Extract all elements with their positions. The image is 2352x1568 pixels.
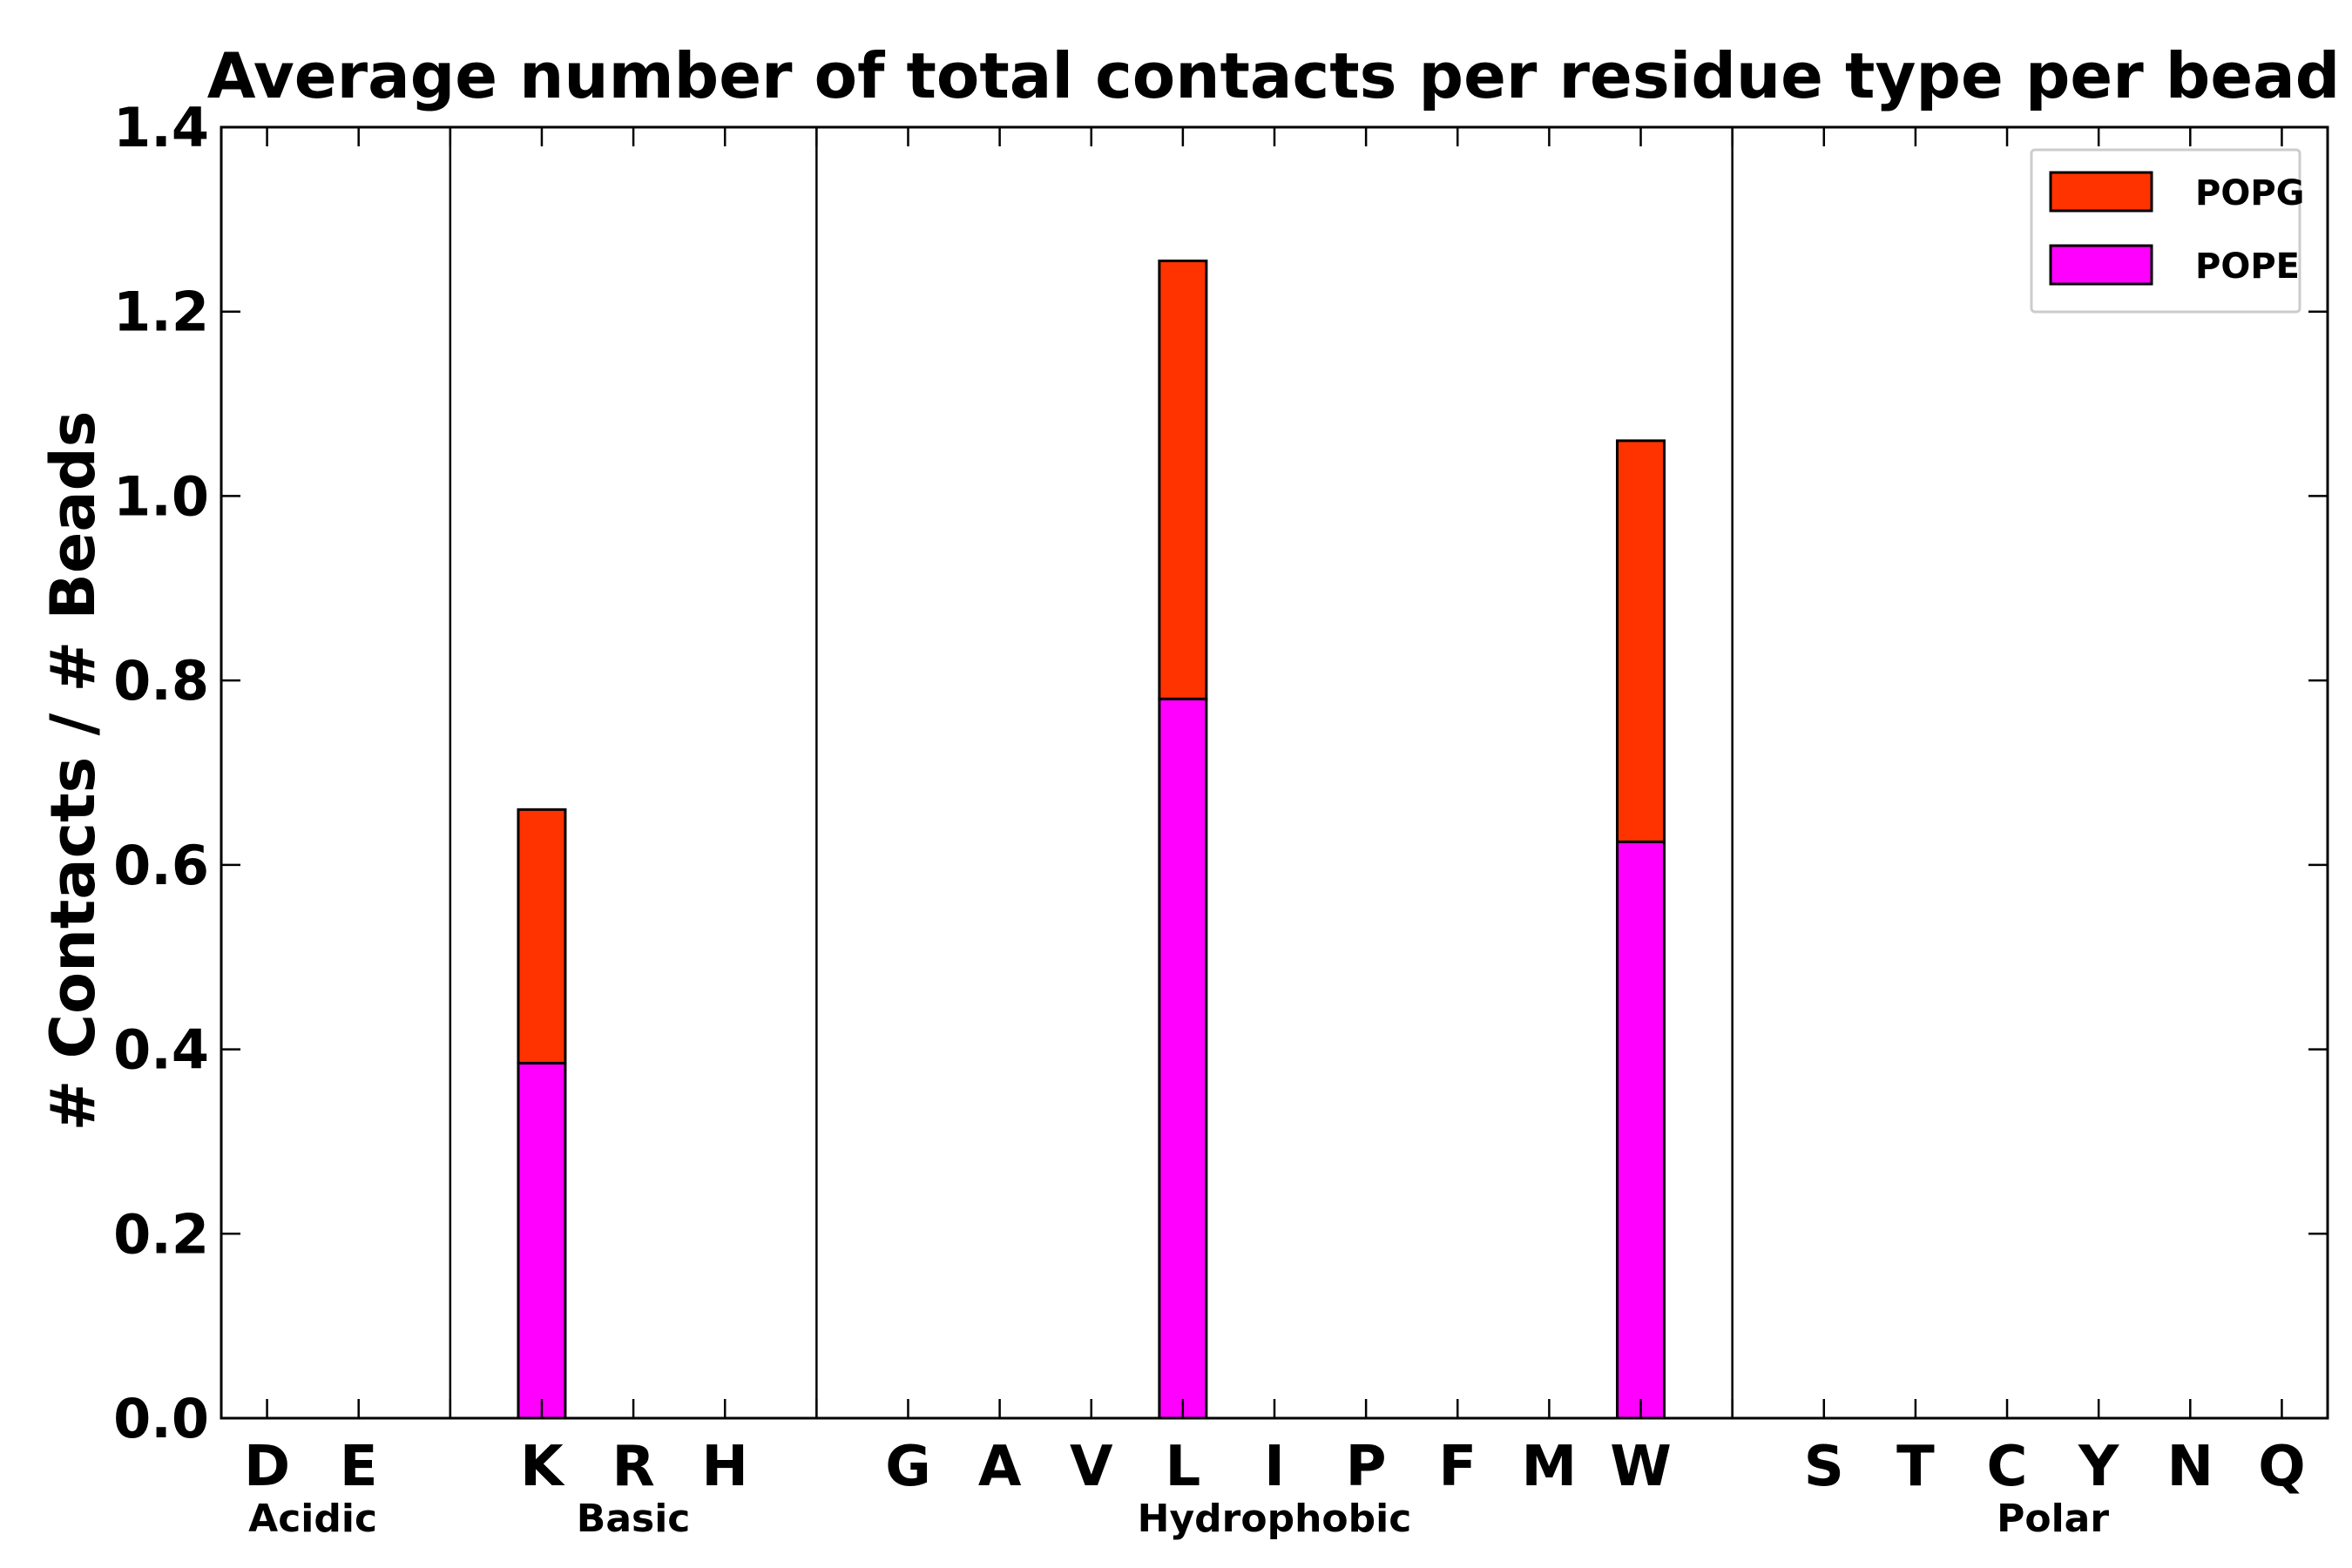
- bar-pope-W: [1616, 840, 1666, 1420]
- legend-label-popg: POPG: [2195, 173, 2304, 213]
- x-tick-label-E: E: [340, 1435, 378, 1499]
- bar-pope-K: [517, 1061, 567, 1420]
- x-tick-label-F: F: [1438, 1435, 1477, 1499]
- x-tick-label-A: A: [978, 1435, 1022, 1499]
- x-tick-label-V: V: [1070, 1435, 1113, 1499]
- x-tick-label-G: G: [885, 1435, 931, 1499]
- x-tick-label-R: R: [612, 1435, 654, 1499]
- x-tick-label-N: N: [2167, 1435, 2214, 1499]
- bar-popg-K: [517, 808, 567, 1064]
- bar-popg-L: [1158, 259, 1208, 700]
- bar-popg-W: [1616, 439, 1666, 843]
- y-axis: 0.0 0.2 0.4 0.6 0.8 1.0 1.2 1.4: [113, 96, 2328, 1450]
- y-tick-label-5: 1.0: [113, 464, 209, 528]
- group-label-hydrophobic: Hydrophobic: [1138, 1497, 1412, 1541]
- group-label-polar: Polar: [1997, 1497, 2109, 1541]
- legend: POPG POPE: [2030, 148, 2304, 314]
- bar-pope-L: [1158, 697, 1208, 1420]
- x-tick-label-H: H: [701, 1435, 748, 1499]
- bars: [517, 259, 1666, 1420]
- x-tick-label-Q: Q: [2258, 1435, 2305, 1499]
- x-tick-label-K: K: [520, 1435, 565, 1499]
- group-label-acidic: Acidic: [248, 1497, 377, 1541]
- x-tick-label-I: I: [1264, 1435, 1285, 1499]
- y-tick-label-1: 0.2: [113, 1202, 209, 1266]
- group-separators: [449, 127, 1734, 1418]
- legend-label-pope: POPE: [2195, 247, 2300, 287]
- x-tick-label-C: C: [1987, 1435, 2028, 1499]
- y-tick-label-4: 0.8: [113, 649, 209, 713]
- x-tick-label-P: P: [1346, 1435, 1387, 1499]
- legend-swatch-popg: [2049, 171, 2153, 213]
- x-tick-label-M: M: [1522, 1435, 1578, 1499]
- group-label-basic: Basic: [577, 1497, 691, 1541]
- y-tick-label-2: 0.4: [113, 1018, 209, 1082]
- x-tick-label-Y: Y: [2078, 1435, 2119, 1499]
- y-tick-label-6: 1.2: [113, 280, 209, 344]
- y-axis-label: # Contacts / # Beads: [37, 411, 109, 1132]
- x-tick-label-S: S: [1804, 1435, 1844, 1499]
- y-tick-label-7: 1.4: [113, 96, 209, 159]
- x-tick-label-T: T: [1896, 1435, 1935, 1499]
- group-labels: Acidic Basic Hydrophobic Polar: [248, 1497, 2109, 1541]
- y-tick-label-3: 0.6: [113, 834, 209, 897]
- x-tick-label-D: D: [244, 1435, 290, 1499]
- y-tick-label-0: 0.0: [113, 1387, 209, 1450]
- x-tick-label-L: L: [1165, 1435, 1200, 1499]
- x-tick-label-W: W: [1610, 1435, 1672, 1499]
- chart-title: Average number of total contacts per res…: [207, 39, 2341, 112]
- legend-swatch-pope: [2049, 244, 2153, 286]
